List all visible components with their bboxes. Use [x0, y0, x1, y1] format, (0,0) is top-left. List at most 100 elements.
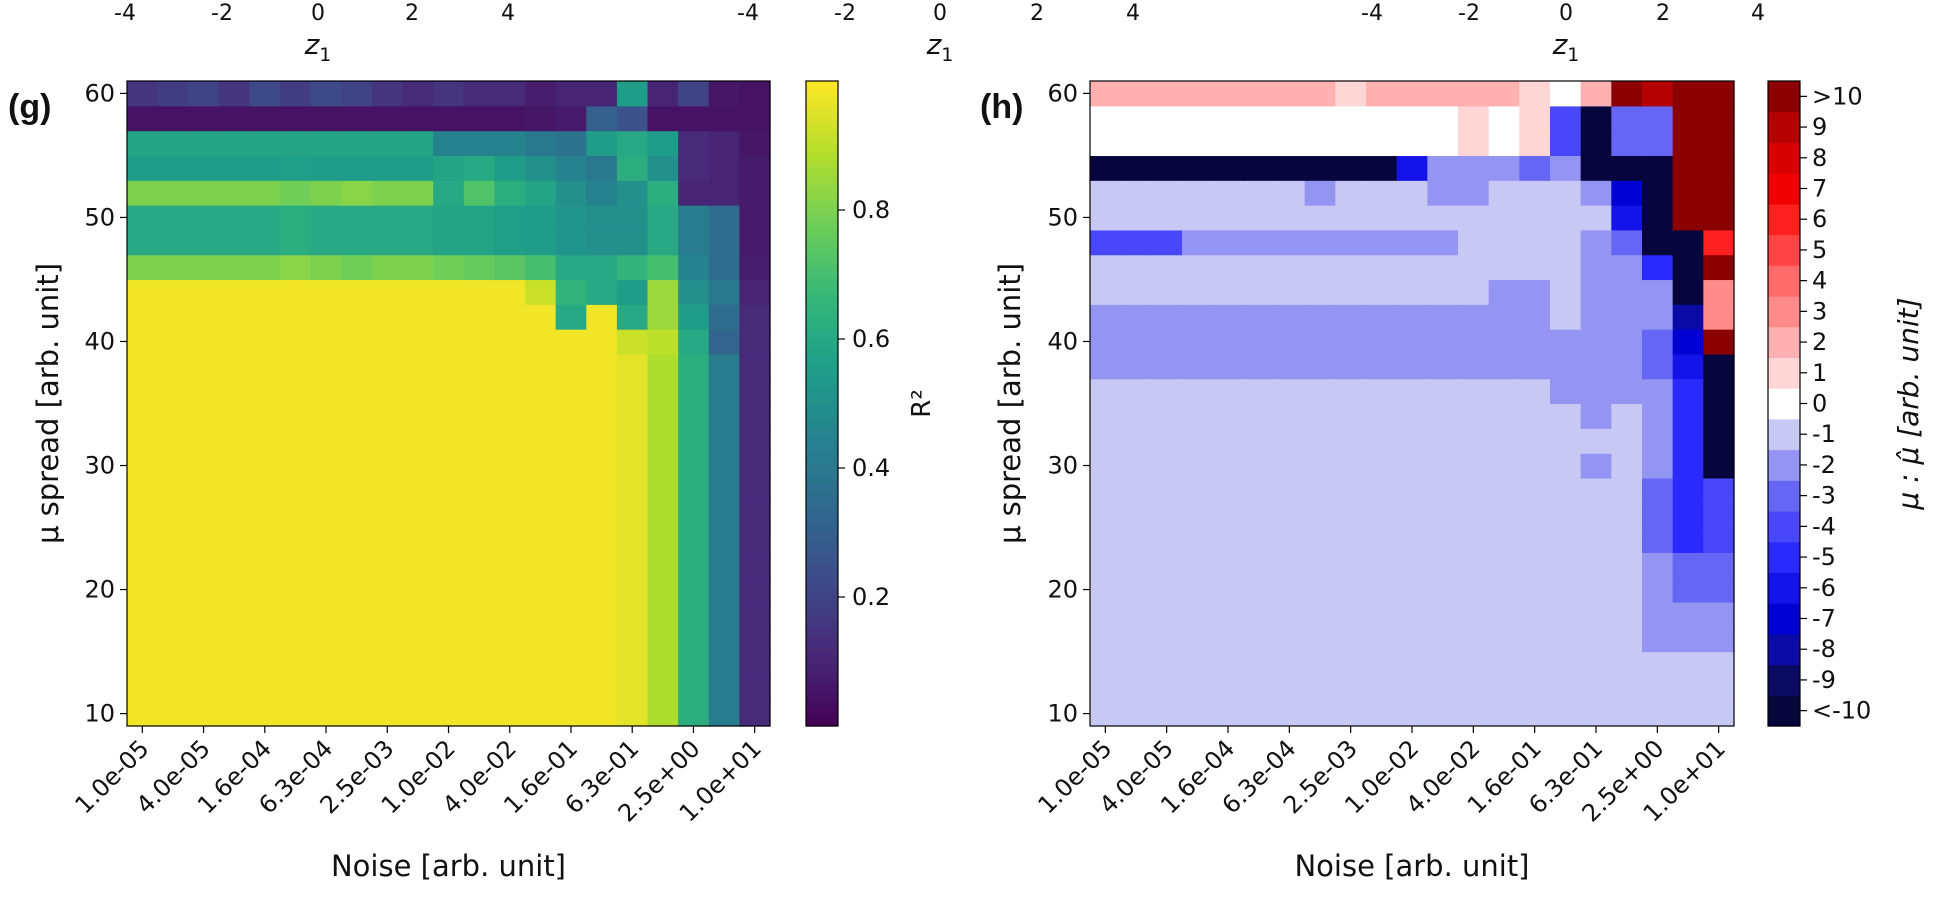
heatmap-cell [1703, 453, 1735, 479]
heatmap-cell [463, 304, 496, 330]
y-axis-label: μ spread [arb. unit] [31, 263, 65, 544]
heatmap-cell [1120, 205, 1152, 231]
heatmap-cell [555, 105, 587, 132]
heatmap-cell [586, 453, 618, 479]
heatmap-cell [1120, 626, 1152, 653]
colorbar-segment [806, 118, 838, 125]
upper-x-axis-label: z1 [1552, 28, 1580, 66]
heatmap-cell [1335, 130, 1367, 157]
heatmap-cell [1703, 502, 1735, 529]
heatmap-cell [1120, 180, 1152, 206]
heatmap-cell [1151, 329, 1183, 355]
heatmap-cell [1243, 577, 1275, 603]
heatmap-cell [647, 676, 679, 702]
heatmap-cell [1550, 701, 1582, 727]
heatmap-cell [494, 428, 526, 454]
colorbar-label: R² [907, 389, 937, 418]
heatmap-cell [341, 552, 373, 578]
heatmap-cell [433, 676, 465, 702]
heatmap-cell [1243, 701, 1275, 727]
heatmap-cell [1488, 651, 1520, 677]
heatmap-cell [1550, 279, 1582, 305]
heatmap-cell [1335, 279, 1367, 305]
colorbar-segment [806, 607, 838, 614]
upper-x-tick-label: -4 [737, 1, 759, 26]
heatmap-cell [371, 105, 404, 132]
heatmap-cell [1427, 626, 1459, 653]
colorbar-segment [806, 102, 838, 109]
heatmap-cell [218, 279, 251, 305]
heatmap-cell [1120, 577, 1152, 603]
heatmap-cell [1090, 676, 1122, 702]
heatmap-cell [188, 601, 220, 628]
heatmap-cell [1304, 279, 1336, 305]
heatmap-cell [1672, 651, 1704, 677]
colorbar-segment [806, 253, 838, 259]
heatmap-cell [463, 254, 496, 281]
heatmap-cell [586, 577, 618, 603]
heatmap-cell [1550, 130, 1582, 157]
heatmap-cell [1488, 552, 1520, 578]
heatmap-cell [1335, 378, 1367, 405]
heatmap-cell [616, 502, 649, 529]
heatmap-cell [525, 626, 557, 653]
heatmap-cell [525, 601, 557, 628]
heatmap-cell [218, 676, 251, 702]
heatmap-cell [708, 254, 740, 281]
heatmap-cell [1611, 378, 1643, 405]
heatmap-cell [1151, 81, 1183, 107]
heatmap-cell [1274, 205, 1306, 231]
heatmap-cell [127, 651, 159, 677]
heatmap-cell [1703, 155, 1735, 181]
heatmap-cell [1090, 428, 1122, 454]
heatmap-cell [586, 378, 618, 405]
colorbar-segment [806, 150, 838, 157]
heatmap-cell [1366, 205, 1398, 231]
heatmap-cell [188, 676, 220, 702]
heatmap-cell [188, 304, 220, 330]
heatmap-cell [1458, 205, 1490, 231]
colorbar-segment [806, 570, 838, 577]
heatmap-cell [1120, 676, 1152, 702]
colorbar-segment [806, 172, 838, 179]
colorbar-segment [806, 328, 838, 335]
heatmap-cell [1427, 155, 1459, 181]
heatmap-cell [1120, 502, 1152, 529]
heatmap-cell [1427, 453, 1459, 479]
heatmap-cell [341, 577, 373, 603]
heatmap-cell [1151, 701, 1183, 727]
heatmap-cell [708, 552, 740, 578]
heatmap-cell [249, 329, 281, 355]
heatmap-cell [586, 651, 618, 677]
heatmap-cell [1090, 180, 1122, 206]
heatmap-cell [555, 180, 587, 206]
heatmap-cell [218, 453, 251, 479]
heatmap-cell [310, 527, 342, 553]
heatmap-cell [1458, 552, 1490, 578]
colorbar-tick-label: -2 [1812, 451, 1836, 479]
heatmap-cell [1304, 378, 1336, 405]
heatmap-cell [1488, 229, 1520, 256]
heatmap-cell [1212, 254, 1244, 281]
heatmap-cell [1090, 329, 1122, 355]
heatmap-cell [157, 577, 189, 603]
heatmap-cell [188, 626, 220, 653]
heatmap-cell [1396, 304, 1428, 330]
heatmap-cell [1611, 81, 1643, 107]
panel-label: (g) [8, 88, 51, 126]
heatmap-cell [1488, 701, 1520, 727]
colorbar-segment [806, 333, 838, 340]
heatmap-cell [433, 577, 465, 603]
heatmap-cell [555, 329, 587, 355]
heatmap-cell [157, 105, 189, 132]
heatmap-cell [494, 81, 526, 107]
heatmap-cell [1488, 254, 1520, 281]
heatmap-cell [1274, 180, 1306, 206]
heatmap-cell [525, 676, 557, 702]
heatmap-cell [1182, 155, 1214, 181]
colorbar-segment [806, 124, 838, 130]
heatmap-cell [463, 453, 496, 479]
heatmap-cell [1182, 81, 1214, 107]
heatmap-cell [616, 428, 649, 454]
heatmap-cell [647, 626, 679, 653]
